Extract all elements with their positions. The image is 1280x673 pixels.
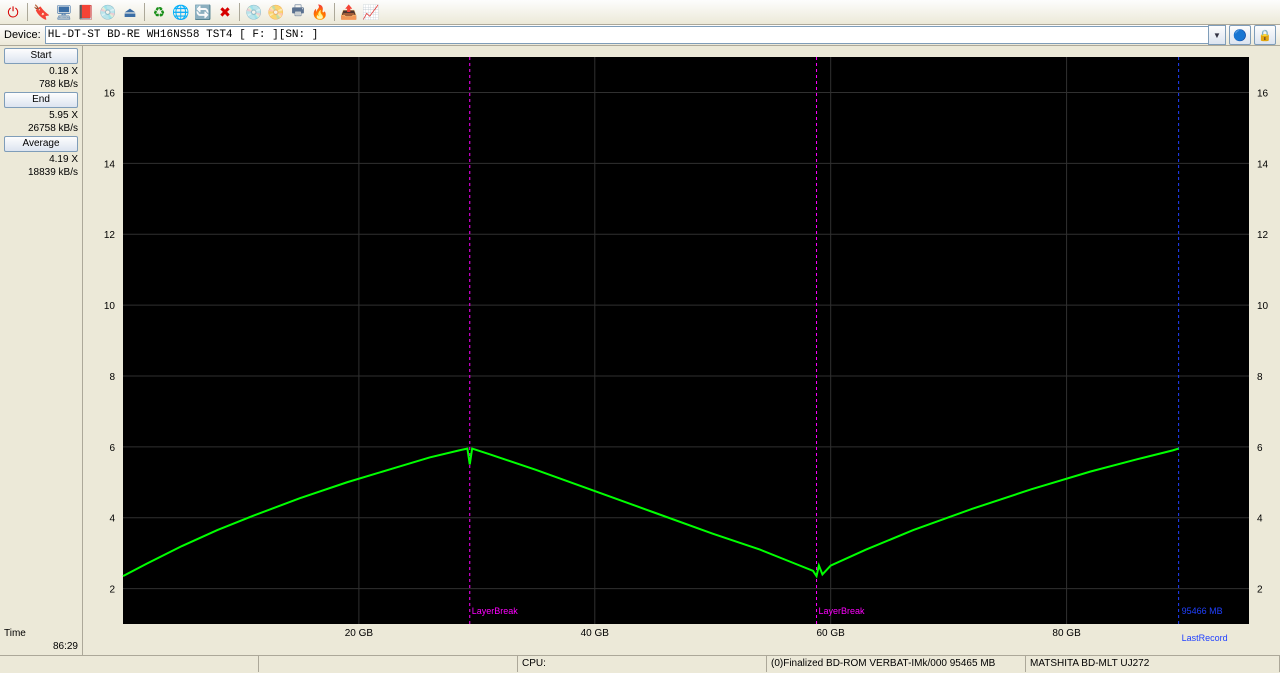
disc-grey-icon: 💿 xyxy=(99,4,116,21)
disc-red-icon[interactable]: 📕 xyxy=(76,2,96,22)
svg-text:2: 2 xyxy=(1257,585,1263,596)
svg-text:40 GB: 40 GB xyxy=(581,628,610,639)
lock-icon: 🔒 xyxy=(1258,29,1272,42)
svg-text:LayerBreak: LayerBreak xyxy=(819,606,866,616)
svg-text:8: 8 xyxy=(109,372,115,383)
svg-text:95466 MB: 95466 MB xyxy=(1182,606,1223,616)
export-icon: 📤 xyxy=(340,4,357,21)
svg-text:LastRecord: LastRecord xyxy=(1182,633,1228,643)
svg-text:4: 4 xyxy=(1257,514,1263,525)
svg-text:80 GB: 80 GB xyxy=(1052,628,1081,639)
device-select[interactable]: HL-DT-ST BD-RE WH16NS58 TST4 [ F: ][SN: … xyxy=(45,26,1209,44)
average-button[interactable]: Average xyxy=(4,136,78,152)
svg-text:14: 14 xyxy=(104,159,116,170)
chevron-down-icon: ▼ xyxy=(1213,31,1221,40)
svg-text:20 GB: 20 GB xyxy=(345,628,374,639)
end-x: 5.95 X xyxy=(0,108,82,121)
svg-text:12: 12 xyxy=(104,230,116,241)
tag-icon[interactable]: 🔖 xyxy=(32,2,52,22)
time-value: 86:29 xyxy=(0,639,82,655)
svg-text:14: 14 xyxy=(1257,159,1269,170)
svg-text:6: 6 xyxy=(109,443,115,454)
refresh-green-icon[interactable]: ♻ xyxy=(149,2,169,22)
print-icon[interactable]: 🖶 xyxy=(288,2,308,22)
fire-icon: 🔥 xyxy=(311,4,328,21)
cancel-icon: ✖ xyxy=(219,4,231,21)
chart-icon[interactable]: 📈 xyxy=(361,2,381,22)
device-dropdown-button[interactable]: ▼ xyxy=(1208,25,1226,45)
print-icon: 🖶 xyxy=(291,0,304,24)
lock-button[interactable]: 🔒 xyxy=(1254,25,1276,45)
eject-icon[interactable]: ⏏ xyxy=(120,2,140,22)
status-cell-1 xyxy=(0,656,259,672)
status-disc: (0)Finalized BD-ROM VERBAT-IMk/000 95465… xyxy=(766,656,1026,672)
svg-text:60 GB: 60 GB xyxy=(817,628,846,639)
time-label: Time xyxy=(0,626,82,639)
end-kbs: 26758 kB/s xyxy=(0,121,82,134)
power-icon[interactable]: ⏻ xyxy=(3,2,23,22)
svg-text:16: 16 xyxy=(104,88,116,99)
side-panel: Start 0.18 X 788 kB/s End 5.95 X 26758 k… xyxy=(0,46,83,655)
eject-icon: ⏏ xyxy=(123,4,136,21)
info-icon: 🔵 xyxy=(1233,29,1247,42)
export-icon[interactable]: 📤 xyxy=(339,2,359,22)
monitor-icon[interactable]: 🖥 xyxy=(54,2,74,22)
svg-text:LayerBreak: LayerBreak xyxy=(472,606,519,616)
main-area: Start 0.18 X 788 kB/s End 5.95 X 26758 k… xyxy=(0,46,1280,655)
device-label: Device: xyxy=(4,29,41,41)
globe-icon: 🌐 xyxy=(172,4,189,21)
cpu-label: CPU: xyxy=(522,658,546,669)
disc-red-icon: 📕 xyxy=(77,4,94,21)
start-button[interactable]: Start xyxy=(4,48,78,64)
refresh-green-icon: ♻ xyxy=(153,4,166,21)
svg-text:4: 4 xyxy=(109,514,115,525)
chart-icon: 📈 xyxy=(362,4,379,21)
device-bar: Device: HL-DT-ST BD-RE WH16NS58 TST4 [ F… xyxy=(0,25,1280,46)
avg-x: 4.19 X xyxy=(0,152,82,165)
refresh-blue-icon[interactable]: 🔄 xyxy=(193,2,213,22)
cancel-icon[interactable]: ✖ xyxy=(215,2,235,22)
graph-area: 2 2 4 4 6 6 8 8 10 10 12 12 14 14 16 16 20 GB 40 GB 60 GB 8… xyxy=(83,46,1280,655)
svg-text:12: 12 xyxy=(1257,230,1269,241)
status-bar: CPU: (0)Finalized BD-ROM VERBAT-IMk/000 … xyxy=(0,655,1280,673)
toolbar: ⏻ 🔖 🖥📕 💿 ⏏ ♻ 🌐 🔄 ✖ 💿 📀 🖶 🔥 📤 📈 xyxy=(0,0,1280,25)
tag-icon: 🔖 xyxy=(33,4,50,21)
avg-kbs: 18839 kB/s xyxy=(0,165,82,178)
start-x: 0.18 X xyxy=(0,64,82,77)
end-button[interactable]: End xyxy=(4,92,78,108)
status-cell-2 xyxy=(258,656,518,672)
refresh-blue-icon: 🔄 xyxy=(194,4,211,21)
disc-alt-icon: 📀 xyxy=(267,4,284,21)
svg-text:10: 10 xyxy=(1257,301,1269,312)
svg-text:8: 8 xyxy=(1257,372,1263,383)
svg-text:6: 6 xyxy=(1257,443,1263,454)
info-button[interactable]: 🔵 xyxy=(1229,25,1251,45)
monitor-icon: 🖥 xyxy=(55,4,73,21)
start-kbs: 788 kB/s xyxy=(0,77,82,90)
svg-text:16: 16 xyxy=(1257,88,1269,99)
globe-icon[interactable]: 🌐 xyxy=(171,2,191,22)
svg-text:2: 2 xyxy=(109,585,115,596)
status-cpu: CPU: xyxy=(517,656,767,672)
cd-icon: 💿 xyxy=(245,4,262,21)
disc-grey-icon[interactable]: 💿 xyxy=(98,2,118,22)
speed-chart: 2 2 4 4 6 6 8 8 10 10 12 12 14 14 16 16 20 GB 40 GB 60 GB 8… xyxy=(83,46,1280,655)
svg-text:10: 10 xyxy=(104,301,116,312)
fire-icon[interactable]: 🔥 xyxy=(310,2,330,22)
status-drive: MATSHITA BD-MLT UJ272 xyxy=(1025,656,1280,672)
disc-alt-icon[interactable]: 📀 xyxy=(266,2,286,22)
power-icon: ⏻ xyxy=(7,4,18,21)
cd-icon[interactable]: 💿 xyxy=(244,2,264,22)
